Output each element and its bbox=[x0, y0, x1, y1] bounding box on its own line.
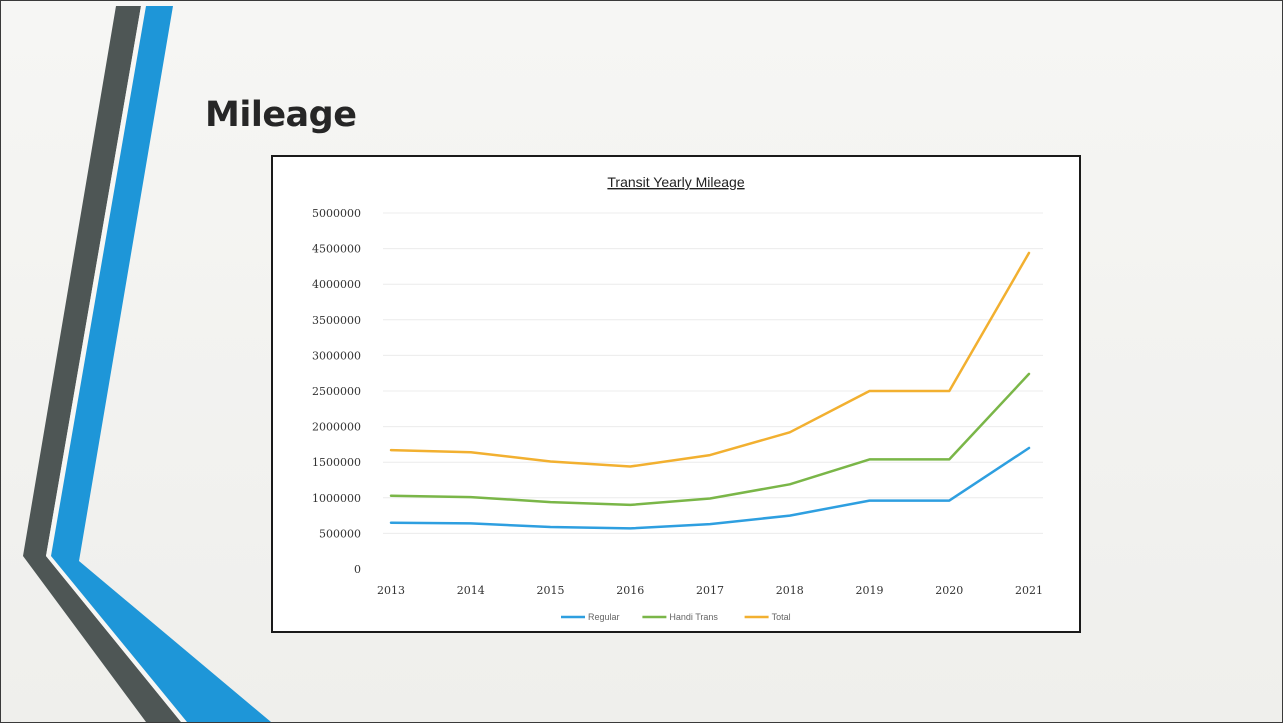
y-tick-label: 4500000 bbox=[312, 243, 361, 256]
y-tick-label: 3000000 bbox=[312, 349, 361, 362]
x-tick-label: 2018 bbox=[776, 584, 804, 597]
series-line-handi-trans bbox=[389, 372, 1031, 507]
y-tick-label: 0 bbox=[354, 563, 361, 576]
slide-title: Mileage bbox=[205, 95, 357, 135]
x-tick-label: 2017 bbox=[696, 584, 724, 597]
decoration-white-gap bbox=[46, 6, 187, 722]
decoration-dark-stripe bbox=[23, 6, 181, 722]
y-tick-label: 500000 bbox=[319, 527, 361, 540]
y-tick-label: 5000000 bbox=[312, 207, 361, 220]
chart-title: Transit Yearly Mileage bbox=[607, 174, 744, 190]
legend-label-regular: Regular bbox=[588, 612, 620, 622]
legend-label-total: Total bbox=[772, 612, 791, 622]
x-tick-label: 2016 bbox=[616, 584, 644, 597]
y-tick-label: 2000000 bbox=[312, 421, 361, 434]
x-tick-label: 2021 bbox=[1015, 584, 1043, 597]
decoration-blue-stripe bbox=[51, 6, 271, 722]
y-tick-label: 2500000 bbox=[312, 385, 361, 398]
y-tick-label: 1500000 bbox=[312, 456, 361, 469]
x-tick-label: 2020 bbox=[935, 584, 963, 597]
x-tick-label: 2013 bbox=[377, 584, 405, 597]
y-tick-label: 1000000 bbox=[312, 492, 361, 505]
y-tick-label: 3500000 bbox=[312, 314, 361, 327]
x-tick-label: 2019 bbox=[856, 584, 884, 597]
x-tick-label: 2015 bbox=[537, 584, 565, 597]
line-chart: Transit Yearly Mileage 0 500000 1000000 1500… bbox=[312, 174, 1043, 622]
chart-frame: Transit Yearly Mileage 0 500000 1000000 1500… bbox=[271, 155, 1081, 633]
series-line-total bbox=[389, 251, 1031, 468]
series-line-regular bbox=[389, 446, 1031, 530]
x-tick-label: 2014 bbox=[457, 584, 485, 597]
legend-label-handi-trans: Handi Trans bbox=[669, 612, 718, 622]
y-tick-label: 4000000 bbox=[312, 278, 361, 291]
